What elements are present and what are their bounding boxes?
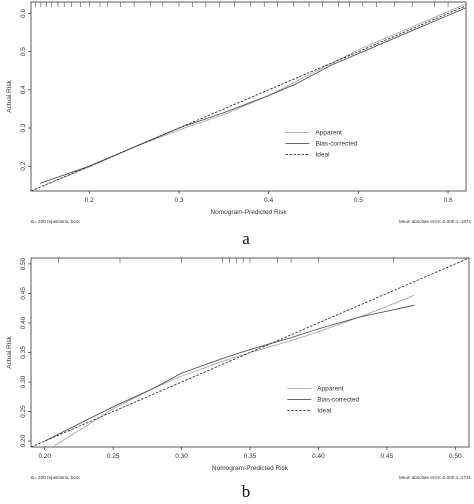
y-tick-label: 0.20 — [20, 434, 27, 447]
y-tick-label: 0.50 — [20, 257, 27, 270]
rug-marks — [58, 258, 395, 263]
legend-label: Bias-corrected — [317, 397, 359, 404]
x-tick-label: 0.6 — [444, 197, 453, 204]
series-line-bias-corrected — [39, 7, 466, 184]
y-axis-title: Actual Risk — [6, 79, 13, 112]
x-tick-label: 0.2 — [85, 197, 94, 204]
series-line-ideal — [31, 5, 466, 191]
x-tick-label: 0.5 — [354, 197, 363, 204]
series-line-apparent — [54, 294, 415, 447]
y-tick-label: 0.2 — [20, 161, 27, 170]
series-lines — [31, 3, 466, 191]
x-tick-label: 0.20 — [38, 453, 51, 460]
legend-label: Apparent — [317, 386, 344, 393]
plot-frame — [30, 1, 467, 192]
series-lines — [31, 258, 469, 447]
x-tick-label: 0.3 — [174, 197, 183, 204]
x-tick-label: 0.45 — [381, 453, 394, 460]
y-tick-label: 0.4 — [20, 85, 27, 94]
x-tick-label: 0.50 — [449, 453, 462, 460]
x-tick-label: 0.30 — [175, 453, 188, 460]
footnote-right: Mean absolute error=0.009 n=1731 — [399, 475, 471, 480]
legend: Apparent Bias-corrected Ideal — [287, 386, 360, 415]
series-line-bias-corrected — [44, 304, 415, 442]
x-tick-label: 0.35 — [244, 453, 257, 460]
panel-label: a — [242, 229, 250, 248]
y-tick-label: 0.25 — [20, 405, 27, 418]
legend-label: Apparent — [315, 130, 342, 137]
x-tick-label: 0.25 — [107, 453, 120, 460]
x-tick-label: 0.40 — [312, 453, 325, 460]
x-axis-title: Nomogram-Predicted Risk — [212, 465, 289, 472]
legend: Apparent Bias-corrected Ideal — [285, 130, 358, 159]
y-tick-label: 0.6 — [20, 9, 27, 18]
y-tick-label: 0.45 — [20, 287, 27, 300]
y-tick-label: 0.40 — [20, 316, 27, 329]
rug-marks — [35, 2, 449, 7]
legend-label: Ideal — [315, 152, 330, 159]
x-tick-label: 0.4 — [264, 197, 273, 204]
y-tick-label: 0.35 — [20, 346, 27, 359]
series-line-ideal — [31, 258, 469, 447]
y-tick-label: 0.3 — [20, 123, 27, 132]
footnote-left: B= 200 repetitions, boot — [31, 475, 80, 480]
calibration-plot-a: 0.2 0.3 0.4 0.5 0.6 0.2 0.3 0.4 0.5 0.6 Nomogram-P… — [6, 1, 471, 248]
legend-label: Ideal — [317, 408, 332, 415]
footnote-left: B= 200 repetitions, boot — [31, 219, 80, 224]
panel-label: b — [242, 482, 251, 501]
footnote-right: Mean absolute error=0.006 n=1874 — [399, 219, 471, 224]
legend-label: Bias-corrected — [315, 141, 357, 148]
y-axis-title: Actual Risk — [6, 335, 13, 368]
y-tick-label: 0.5 — [20, 47, 27, 56]
x-axis-title: Nomogram-Predicted Risk — [210, 209, 287, 216]
y-tick-label: 0.30 — [20, 375, 27, 388]
calibration-plot-b: 0.20 0.25 0.30 0.35 0.40 0.45 0.50 0.20 0.25 0.30… — [6, 257, 471, 501]
